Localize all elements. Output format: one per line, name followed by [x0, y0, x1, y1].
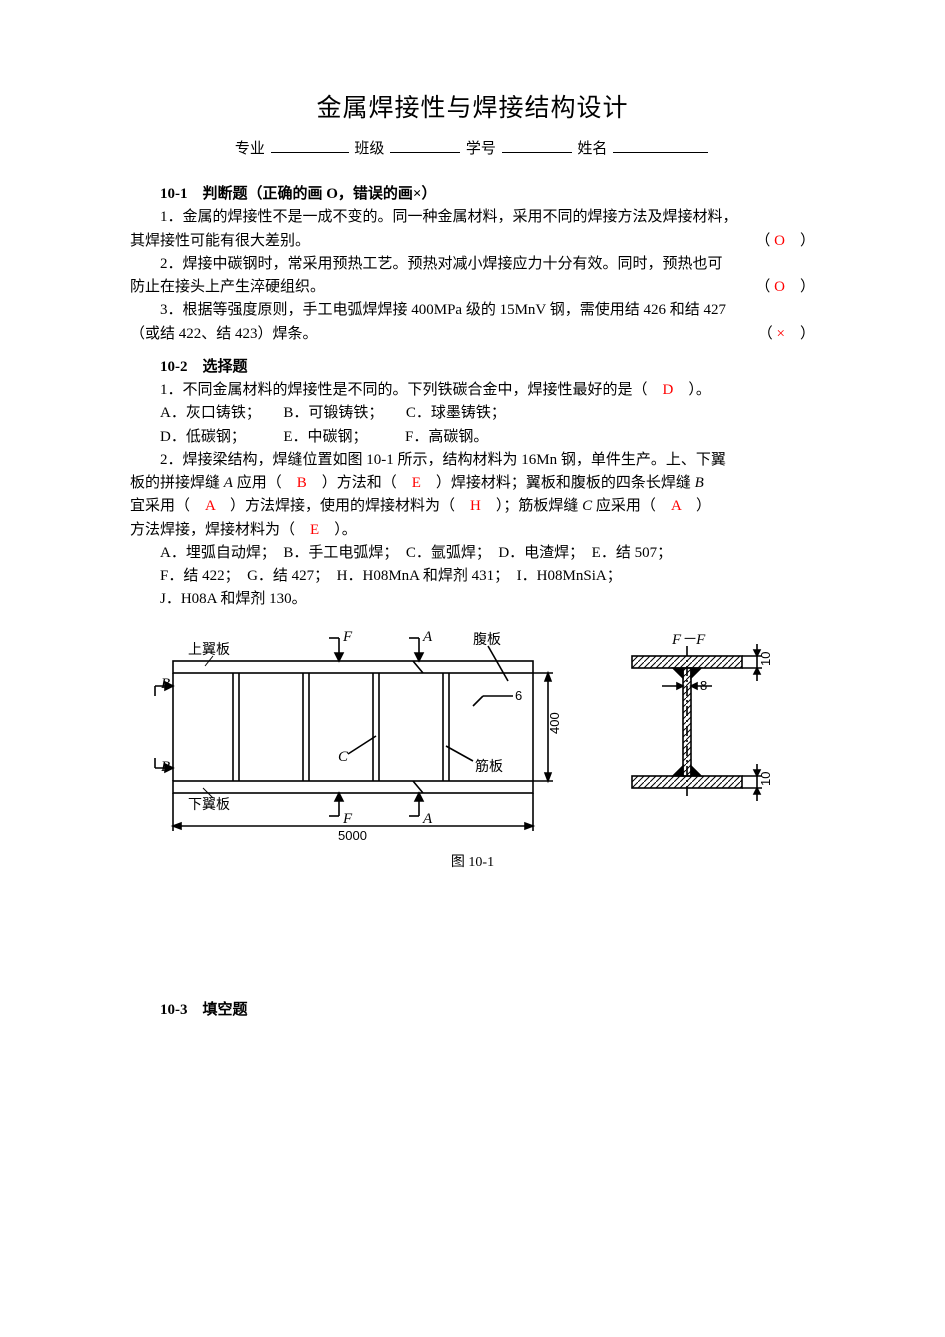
t9: ） [681, 498, 711, 514]
q10-1-3-line2: （或结 422、结 423）焊条。 （ × ） [130, 323, 815, 346]
student-info-line: 专业 班级 学号 姓名 [130, 137, 815, 161]
label-B-bot: B [161, 759, 170, 775]
class-blank[interactable] [390, 137, 460, 153]
figure-main-view: 上翼板 下翼板 腹板 筋板 F F A A B B C 6 5000 400 [143, 626, 573, 846]
figure-caption: 图 10-1 [130, 852, 815, 874]
label-F-top: F [342, 629, 353, 645]
label-B-top: B [161, 676, 170, 692]
name-blank[interactable] [613, 137, 708, 153]
q10-2-2-line4: 方法焊接，焊接材料为（ E ）。 [130, 519, 815, 542]
section-10-3-title: 10-3 填空题 [160, 1002, 248, 1018]
major-label: 专业 [235, 141, 265, 157]
label-FF: F－F [671, 632, 706, 648]
q10-2-1-answer: D [663, 382, 674, 398]
q10-2-2-opts3: J．H08A 和焊剂 130。 [130, 588, 815, 611]
ans-A1: A [205, 498, 215, 514]
dim-8: 8 [700, 678, 707, 693]
weld-B-ref: B [695, 475, 704, 491]
section-10-1-title: 10-1 判断题（正确的画 O，错误的画×） [160, 186, 436, 202]
q10-2-1-text: 1．不同金属材料的焊接性是不同的。下列铁碳合金中，焊接性最好的是（ [160, 382, 663, 398]
q10-2-2-opts1: A．埋弧自动焊； B．手工电弧焊； C．氩弧焊； D．电渣焊； E．结 507； [130, 542, 815, 565]
dim-5000: 5000 [338, 828, 367, 843]
t5: 宜采用（ [130, 498, 205, 514]
q10-2-2-opts2: F．结 422； G．结 427； H．H08MnA 和焊剂 431； I．H0… [130, 565, 815, 588]
label-A-bot: A [422, 811, 433, 827]
dim-6: 6 [515, 688, 522, 703]
name-label: 姓名 [577, 141, 607, 157]
q10-2-2-line1: 2．焊接梁结构，焊缝位置如图 10-1 所示，结构材料为 16Mn 钢，单件生产… [130, 449, 815, 472]
q10-2-2-line2: 板的拼接焊缝 A 应用（ B ）方法和（ E ）焊接材料；翼板和腹板的四条长焊缝… [130, 472, 815, 495]
section-10-1-head: 10-1 判断题（正确的画 O，错误的画×） [130, 183, 815, 206]
t1: 板的拼接焊缝 [130, 475, 224, 491]
label-web: 腹板 [473, 631, 501, 648]
t2: 应用（ [233, 475, 297, 491]
id-blank[interactable] [502, 137, 572, 153]
ans-E: E [412, 475, 421, 491]
t3: ）方法和（ [307, 475, 412, 491]
weld-C-ref: C [582, 498, 592, 514]
t11: ）。 [319, 522, 357, 538]
class-label: 班级 [354, 141, 384, 157]
q10-1-3-answer: × [777, 326, 785, 342]
section-10-3-head: 10-3 填空题 [130, 999, 815, 1022]
weld-A-ref: A [224, 475, 233, 491]
q10-1-1-answer: O [774, 233, 785, 249]
label-rib: 筋板 [475, 758, 503, 775]
q10-2-1: 1．不同金属材料的焊接性是不同的。下列铁碳合金中，焊接性最好的是（ D ）。 [130, 379, 815, 402]
major-blank[interactable] [271, 137, 349, 153]
ans-H: H [470, 498, 481, 514]
t7: ）；筋板焊缝 [481, 498, 582, 514]
ans-E2: E [310, 522, 319, 538]
q10-1-2-line1: 2．焊接中碳钢时，常采用预热工艺。预热对减小焊接应力十分有效。同时，预热也可 [130, 253, 815, 276]
page-title: 金属焊接性与焊接结构设计 [130, 90, 815, 129]
q10-2-1-tail: ）。 [673, 382, 711, 398]
ans-A2: A [671, 498, 681, 514]
label-C: C [338, 749, 349, 765]
section-10-2-title: 10-2 选择题 [160, 359, 248, 375]
figure-section-view: F－F [602, 626, 802, 846]
t6: ）方法焊接，使用的焊接材料为（ [215, 498, 470, 514]
q10-1-2-line2: 防止在接头上产生淬硬组织。 （ O ） [130, 276, 815, 299]
q10-2-1-opts-row2: D．低碳钢； E．中碳钢； F．高碳钢。 [130, 426, 815, 449]
label-top-flange: 上翼板 [188, 642, 230, 658]
dim-400: 400 [547, 712, 562, 734]
t10: 方法焊接，焊接材料为（ [130, 522, 310, 538]
figure-10-1: 上翼板 下翼板 腹板 筋板 F F A A B B C 6 5000 400 F… [130, 626, 815, 874]
ans-B: B [297, 475, 307, 491]
q10-1-3-line1: 3．根据等强度原则，手工电弧焊焊接 400MPa 级的 15MnV 钢，需使用结… [130, 299, 815, 322]
q10-1-2-text: 防止在接头上产生淬硬组织。 [130, 279, 325, 295]
q10-1-2-answer: O [774, 279, 785, 295]
t8: 应采用（ [592, 498, 671, 514]
q10-1-1-line2: 其焊接性可能有很大差别。 （ O ） [130, 230, 815, 253]
page: 金属焊接性与焊接结构设计 专业 班级 学号 姓名 10-1 判断题（正确的画 O… [0, 0, 945, 1337]
q10-2-1-opts-row1: A．灰口铸铁； B．可锻铸铁； C．球墨铸铁； [130, 402, 815, 425]
dim-10b: 10 [758, 771, 773, 785]
dim-10a: 10 [758, 651, 773, 665]
label-bot-flange: 下翼板 [188, 797, 230, 813]
section-10-2-head: 10-2 选择题 [130, 356, 815, 379]
label-F-bot: F [342, 811, 353, 827]
t4: ）焊接材料；翼板和腹板的四条长焊缝 [421, 475, 695, 491]
id-label: 学号 [466, 141, 496, 157]
q10-1-1-line1: 1．金属的焊接性不是一成不变的。同一种金属材料，采用不同的焊接方法及焊接材料， [130, 206, 815, 229]
q10-2-2-line3: 宜采用（ A ）方法焊接，使用的焊接材料为（ H ）；筋板焊缝 C 应采用（ A… [130, 495, 815, 518]
q10-1-3-text: （或结 422、结 423）焊条。 [130, 326, 318, 342]
label-A-top: A [422, 629, 433, 645]
q10-1-1-text: 其焊接性可能有很大差别。 [130, 233, 310, 249]
